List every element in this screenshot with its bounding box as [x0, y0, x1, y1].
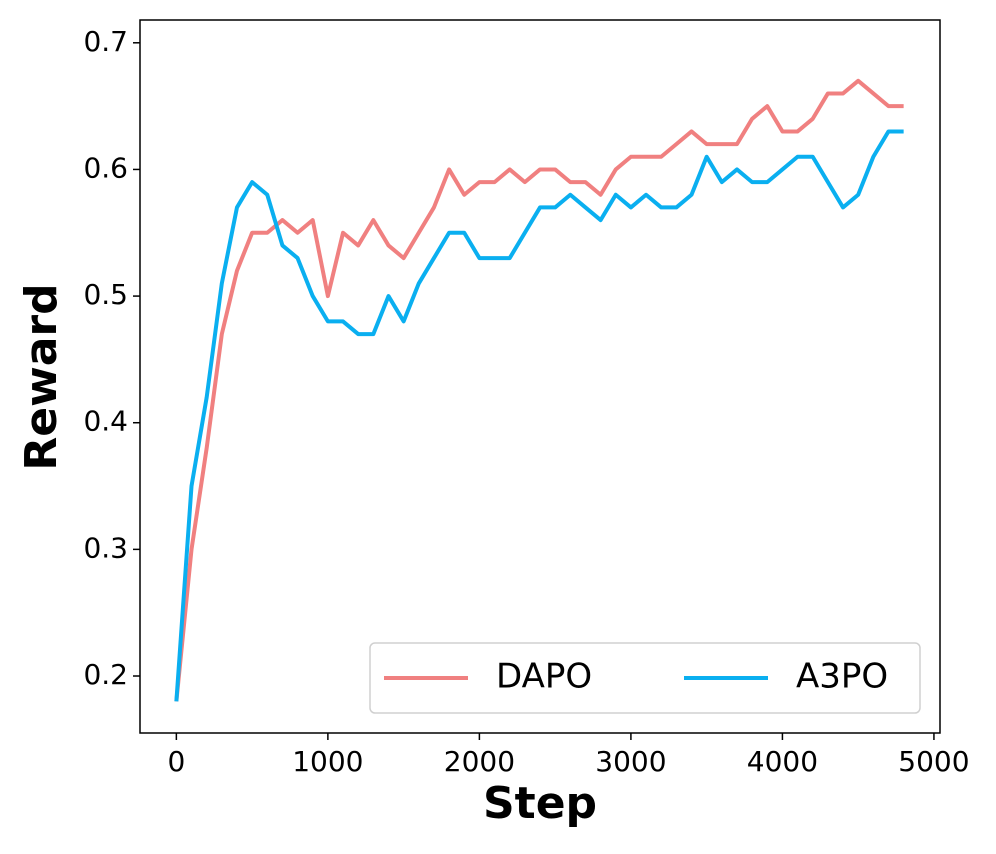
legend-box [369, 642, 921, 714]
y-tick-label: 0.3 [83, 531, 128, 564]
x-tick-label: 4000 [747, 745, 818, 778]
legend-label: DAPO [496, 657, 592, 697]
x-tick-label: 1000 [292, 745, 363, 778]
y-tick-label: 0.2 [83, 658, 128, 691]
line-1 [174, 129, 904, 702]
x-tick-label: 2000 [444, 745, 515, 778]
y-tick-label: 0.4 [83, 405, 128, 438]
plot-frame [139, 19, 941, 734]
x-tick-label: 0 [167, 745, 185, 778]
y-axis-label: Reward [16, 283, 67, 470]
y-tick-label: 0.5 [83, 278, 128, 311]
line-0 [174, 78, 904, 702]
x-axis-label: Step [483, 778, 597, 829]
x-tick-label: 3000 [595, 745, 666, 778]
y-tick-label: 0.6 [83, 151, 128, 184]
x-tick-label: 5000 [898, 745, 969, 778]
legend-label: A3PO [796, 657, 888, 697]
y-tick-label: 0.7 [83, 25, 128, 58]
